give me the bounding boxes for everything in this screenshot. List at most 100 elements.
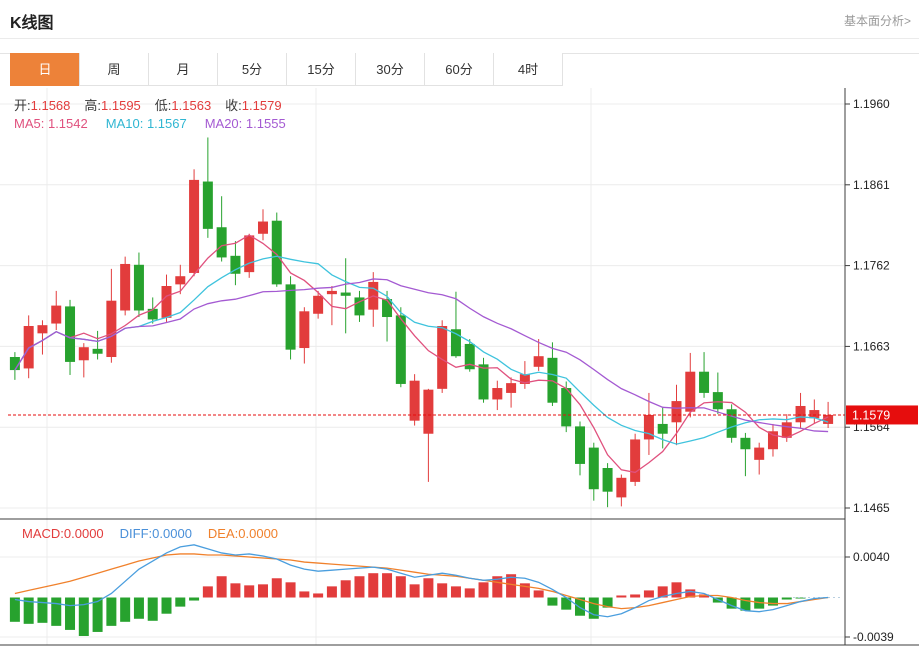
macd-bar: [354, 576, 365, 598]
candle-body: [244, 235, 255, 273]
axis-label: 1.1861: [853, 178, 890, 192]
macd-label: MACD:: [22, 526, 64, 541]
macd-bar: [533, 590, 544, 598]
candle-body: [657, 423, 668, 434]
low-label: 低:: [154, 98, 172, 113]
macd-bar: [78, 597, 89, 636]
candle-body: [478, 364, 489, 400]
ohlc-readout: 开:1.1568 高:1.1595 低:1.1563 收:1.1579: [14, 95, 296, 114]
macd-bar: [464, 588, 475, 598]
candle-body: [216, 227, 227, 258]
high-value: 1.1595: [101, 98, 141, 113]
candle-body: [437, 325, 448, 389]
tab-4时[interactable]: 4时: [493, 53, 563, 86]
candle-body: [382, 299, 393, 318]
ma5-line: [14, 234, 829, 474]
tab-周[interactable]: 周: [79, 53, 149, 86]
candle-body: [450, 329, 461, 357]
header-divider: [0, 38, 919, 39]
macd-bar: [161, 597, 172, 614]
ma10-value: 1.1567: [146, 116, 187, 131]
period-tabbar: 日周月 5分 15分 30分 60分 4时: [10, 53, 563, 86]
macd-bar: [92, 597, 103, 632]
macd-bar: [230, 583, 241, 598]
macd-bar: [106, 597, 117, 626]
axis-label: 1.1663: [853, 339, 890, 353]
candle-body: [230, 255, 241, 274]
candle-body: [533, 356, 544, 367]
macd-bar: [437, 583, 448, 598]
candle-body: [712, 392, 723, 410]
candle-body: [726, 409, 737, 438]
open-label: 开:: [14, 98, 31, 113]
ma5-value: 1.1542: [47, 116, 88, 131]
diff-value: 0.0000: [152, 526, 192, 541]
ma20-line: [14, 278, 829, 433]
macd-value: 0.0000: [63, 526, 104, 541]
macd-bar: [395, 576, 406, 598]
macd-bar: [23, 597, 34, 624]
candle-body: [9, 357, 20, 371]
macd-bar: [506, 574, 517, 598]
candle-body: [823, 414, 834, 424]
ma10-line: [14, 255, 829, 445]
candle-body: [630, 439, 641, 482]
candle-body: [340, 292, 351, 296]
current-price-value: 1.1579: [852, 408, 890, 422]
macd-bar: [616, 595, 627, 598]
close-value: 1.1579: [241, 98, 282, 113]
candle-body: [313, 295, 324, 314]
tab-月[interactable]: 月: [148, 53, 218, 86]
candle-body: [519, 374, 530, 384]
candle-body: [767, 431, 778, 450]
candle-body: [506, 383, 517, 393]
candle-body: [409, 380, 420, 421]
dea-line: [14, 553, 829, 610]
tab-15分[interactable]: 15分: [286, 53, 356, 86]
candle-body: [354, 297, 365, 316]
ma20-value: 1.1555: [245, 116, 286, 131]
macd-bar: [588, 597, 599, 619]
macd-bar: [409, 584, 420, 598]
macd-bar: [133, 597, 144, 619]
macd-bar: [685, 589, 696, 598]
macd-bar: [147, 597, 158, 621]
macd-bar: [767, 597, 778, 606]
macd-bar: [561, 597, 572, 610]
macd-bar: [285, 582, 296, 598]
candle-body: [740, 437, 751, 450]
fundamental-analysis-link[interactable]: 基本面分析>: [843, 14, 911, 28]
candle-body: [147, 308, 158, 320]
macd-bar: [244, 585, 255, 598]
macd-bar: [795, 597, 806, 599]
candle-body: [175, 276, 186, 285]
candle-body: [616, 477, 627, 498]
axis-label: 1.1960: [853, 97, 890, 111]
macd-bar: [643, 590, 654, 598]
macd-bar: [657, 586, 668, 598]
candle-body: [395, 315, 406, 384]
high-label: 高:: [84, 98, 102, 113]
candle-body: [781, 422, 792, 438]
axis-label: 1.1465: [853, 501, 890, 515]
candle-body: [133, 264, 144, 311]
tab-5分[interactable]: 5分: [217, 53, 287, 86]
macd-bar: [368, 573, 379, 598]
tab-60分[interactable]: 60分: [424, 53, 494, 86]
macd-readout: MACD:0.0000 DIFF:0.0000 DEA:0.0000: [22, 526, 278, 541]
candle-body: [161, 286, 172, 318]
candle-body: [120, 263, 131, 311]
candle-body: [271, 220, 282, 285]
tab-日[interactable]: 日: [10, 53, 80, 86]
macd-bar: [781, 597, 792, 600]
macd-bar: [65, 597, 76, 630]
candle-body: [795, 405, 806, 423]
macd-bar: [450, 586, 461, 598]
tab-30分[interactable]: 30分: [355, 53, 425, 86]
candle-body: [588, 447, 599, 490]
macd-bar: [175, 597, 186, 607]
low-value: 1.1563: [171, 98, 212, 113]
candle-body: [809, 410, 820, 419]
macd-bar: [120, 597, 131, 622]
